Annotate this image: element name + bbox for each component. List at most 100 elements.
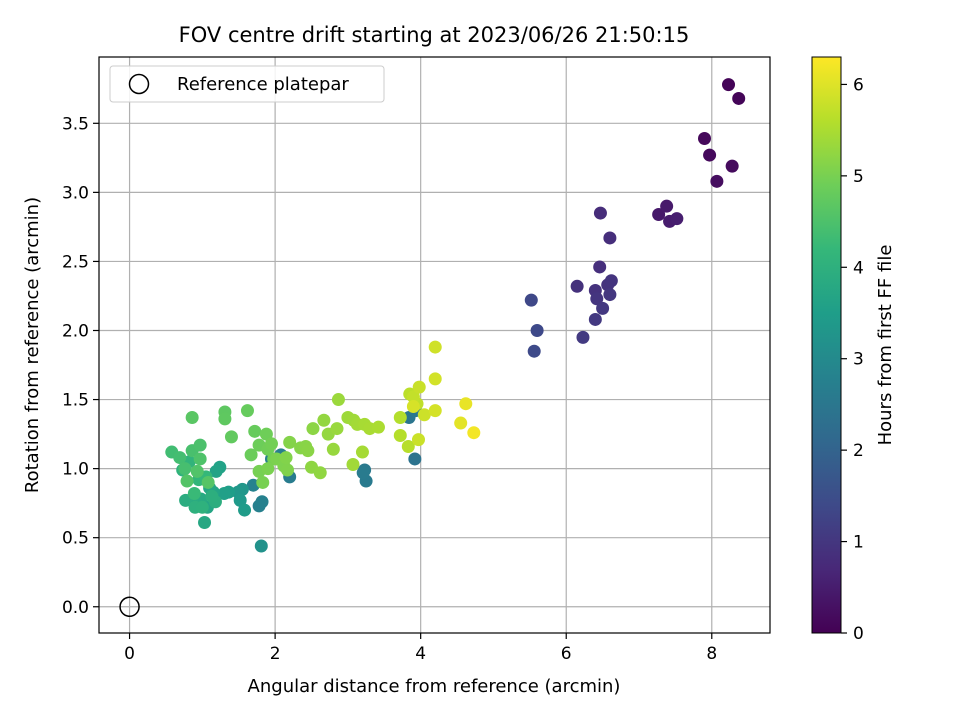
colorbar-tick-label: 1	[853, 533, 864, 553]
data-point	[301, 444, 315, 458]
data-point	[313, 466, 327, 480]
data-point	[217, 486, 231, 500]
y-tick-label: 3.0	[62, 183, 89, 203]
data-point	[240, 404, 254, 418]
data-point	[259, 427, 273, 441]
data-point	[408, 452, 422, 466]
data-point	[255, 495, 269, 509]
data-point	[355, 445, 369, 459]
data-point	[732, 91, 746, 105]
data-point	[428, 340, 442, 354]
colorbar-label: Hours from first FF file	[875, 245, 896, 446]
data-point	[428, 404, 442, 418]
data-point	[393, 428, 407, 442]
data-point	[244, 448, 258, 462]
data-point	[346, 457, 360, 471]
data-point	[256, 475, 270, 489]
data-point	[356, 466, 370, 480]
y-tick-label: 1.0	[62, 460, 89, 480]
data-point	[596, 301, 610, 315]
data-point	[406, 390, 420, 404]
x-tick-label: 8	[706, 644, 717, 664]
data-point	[467, 426, 481, 440]
data-point	[205, 489, 219, 503]
data-point	[317, 413, 331, 427]
reference-point-marker	[119, 596, 140, 618]
y-tick-label: 2.5	[62, 252, 89, 272]
colorbar-tick-label: 2	[853, 441, 864, 461]
data-point	[187, 486, 201, 500]
y-tick-label: 0.5	[62, 529, 89, 549]
data-point	[195, 500, 209, 514]
y-tick-label: 1.5	[62, 391, 89, 411]
data-point	[603, 231, 617, 245]
data-points	[165, 78, 746, 553]
chart-title: FOV centre drift starting at 2023/06/26 …	[179, 23, 690, 47]
data-point	[185, 411, 199, 425]
data-point	[224, 430, 238, 444]
data-point	[411, 433, 425, 447]
colorbar-tick-label: 0	[853, 624, 864, 644]
data-point	[326, 442, 340, 456]
data-point	[524, 293, 538, 307]
data-point	[527, 344, 541, 358]
data-point	[412, 380, 426, 394]
data-point	[660, 199, 674, 213]
data-point	[238, 503, 252, 517]
colorbar-ticks: 0 1 2 3 4 5 6	[841, 75, 864, 644]
data-point	[264, 437, 278, 451]
x-tick-label: 6	[561, 644, 572, 664]
data-point	[406, 399, 420, 413]
data-point	[330, 422, 344, 436]
data-point	[254, 539, 268, 553]
data-point	[570, 279, 584, 293]
data-point	[670, 212, 684, 226]
data-point	[393, 411, 407, 425]
data-point	[190, 464, 204, 478]
data-point	[417, 408, 431, 422]
y-tick-label: 0.0	[62, 598, 89, 618]
data-point	[233, 493, 247, 507]
data-point	[371, 420, 385, 434]
x-tick-label: 0	[124, 644, 135, 664]
colorbar-tick-label: 6	[853, 75, 864, 95]
colorbar-gradient	[811, 56, 842, 634]
data-point	[593, 260, 607, 274]
x-tick-label: 2	[270, 644, 281, 664]
data-point	[459, 397, 473, 411]
data-point	[576, 330, 590, 344]
data-point	[173, 451, 187, 465]
data-point	[698, 131, 712, 145]
legend-reference-label: Reference platepar	[177, 74, 349, 95]
data-point	[710, 174, 724, 188]
data-point	[593, 206, 607, 220]
data-point	[180, 474, 194, 488]
colorbar: 0 1 2 3 4 5 6 Hours from first FF file	[811, 56, 896, 644]
colorbar-tick-label: 4	[853, 258, 864, 278]
data-point	[280, 463, 294, 477]
data-point	[179, 493, 193, 507]
data-point	[428, 372, 442, 386]
y-axis-ticks: 0.0 0.5 1.0 1.5 2.0 2.5 3.0 3.5	[62, 114, 99, 618]
x-axis-ticks: 0 2 4 6 8	[124, 633, 717, 664]
data-point	[401, 440, 415, 454]
data-point	[604, 274, 618, 288]
data-point	[603, 288, 617, 302]
data-point	[306, 422, 320, 436]
legend-box	[109, 65, 385, 103]
data-point	[178, 462, 192, 476]
data-point	[209, 464, 223, 478]
data-point	[193, 438, 207, 452]
data-point	[279, 451, 293, 465]
data-point	[590, 292, 604, 306]
data-point	[703, 148, 717, 162]
data-point	[283, 435, 297, 449]
data-point	[722, 78, 736, 92]
data-point	[454, 416, 468, 430]
plot-area-frame	[98, 56, 771, 634]
data-point	[218, 412, 232, 426]
reference-marker-layer	[119, 596, 140, 618]
data-point	[261, 462, 275, 476]
data-point	[588, 312, 602, 326]
